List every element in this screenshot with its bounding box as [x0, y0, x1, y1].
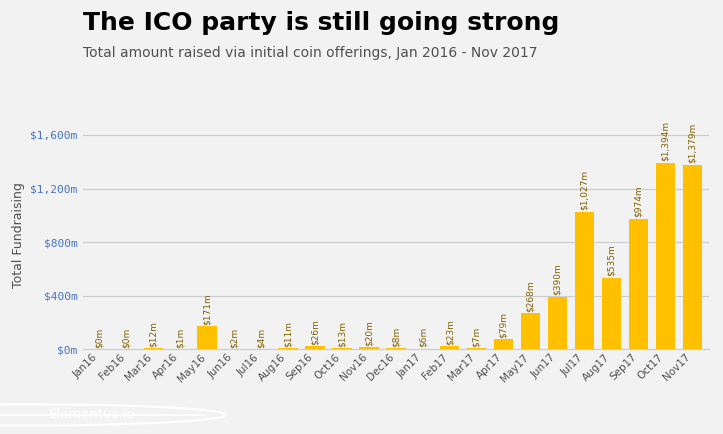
Text: $4m: $4m [257, 328, 265, 348]
Bar [278, 348, 298, 349]
Text: $8m: $8m [391, 327, 401, 347]
Text: $6m: $6m [419, 327, 427, 348]
Text: $268m: $268m [526, 281, 535, 312]
Text: $974m: $974m [634, 186, 643, 217]
Bar [359, 347, 379, 349]
Bar [656, 163, 675, 349]
Bar [305, 346, 325, 349]
Bar [333, 348, 351, 349]
Bar [602, 278, 621, 349]
Text: $26m: $26m [310, 319, 320, 345]
Bar [575, 212, 594, 349]
Text: $79m: $79m [499, 312, 508, 338]
Text: $7m: $7m [472, 327, 482, 347]
Text: The ICO party is still going strong: The ICO party is still going strong [83, 11, 560, 35]
Text: $13m: $13m [338, 321, 346, 347]
Bar [521, 313, 540, 349]
Text: $23m: $23m [445, 319, 454, 345]
Text: $0m: $0m [121, 328, 131, 349]
Bar [548, 297, 568, 349]
Text: $171m: $171m [202, 294, 212, 326]
Text: $535m: $535m [607, 244, 616, 276]
Text: $11m: $11m [283, 321, 293, 347]
Text: $1,394m: $1,394m [661, 121, 670, 161]
Text: $1,027m: $1,027m [580, 170, 589, 210]
Text: $390m: $390m [553, 264, 562, 296]
Text: $1,379m: $1,379m [688, 123, 697, 163]
Bar [494, 339, 513, 349]
Bar [197, 326, 217, 349]
Bar [683, 164, 702, 349]
Text: $1m: $1m [176, 328, 184, 348]
Bar [440, 346, 459, 349]
Text: $0m: $0m [95, 328, 104, 349]
Y-axis label: Total Fundraising: Total Fundraising [12, 183, 25, 288]
Text: $2m: $2m [230, 328, 239, 348]
Bar [629, 219, 648, 349]
Text: Elementus.io: Elementus.io [49, 408, 136, 421]
Text: $20m: $20m [364, 320, 373, 345]
Text: Total amount raised via initial coin offerings, Jan 2016 - Nov 2017: Total amount raised via initial coin off… [83, 46, 538, 59]
Bar [144, 348, 163, 349]
Text: $12m: $12m [149, 321, 158, 347]
